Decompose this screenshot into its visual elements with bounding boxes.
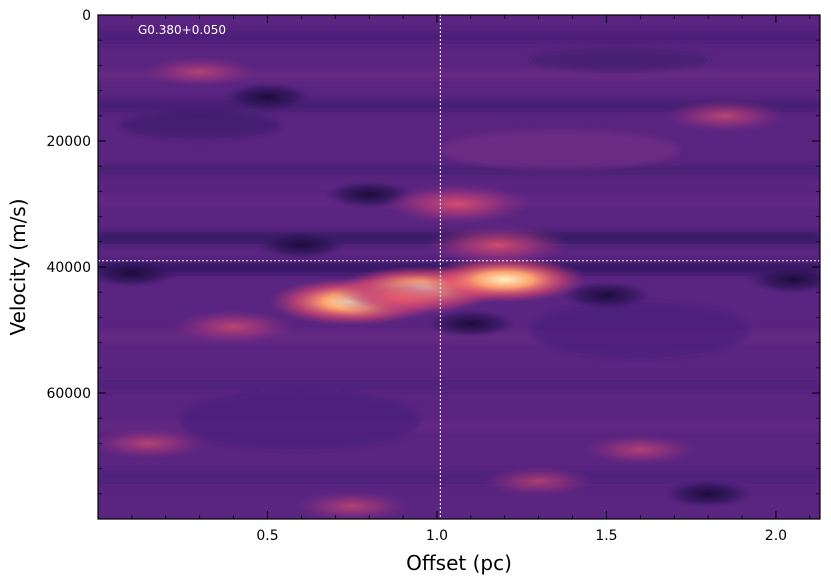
plot-area: [98, 15, 820, 519]
absorption-feature: [747, 265, 820, 294]
absorption-feature: [98, 259, 177, 288]
emission-peak: [331, 278, 475, 319]
x-tick-label: 1.0: [426, 528, 448, 544]
x-tick-label: 1.5: [595, 528, 617, 544]
minor-ticks: [98, 15, 820, 519]
x-axis-label: Offset (pc): [406, 551, 512, 575]
absorption-feature: [663, 479, 754, 508]
emission-peak: [425, 224, 571, 266]
absorption-feature: [256, 230, 347, 259]
absorption-feature: [425, 309, 516, 338]
y-tick-label: 60000: [46, 386, 91, 402]
x-tick-label: 0.5: [256, 528, 278, 544]
source-annotation: G0.380+0.050: [138, 23, 226, 37]
emission-peak: [663, 99, 787, 133]
emission-peak: [482, 466, 595, 497]
emission-peak: [383, 183, 532, 225]
y-axis-label: Velocity (m/s): [6, 198, 30, 335]
emission-peak: [171, 309, 297, 344]
crosshair: [98, 15, 820, 519]
absorption-feature: [222, 82, 313, 111]
x-axis: 0.5 1.0 1.5 2.0: [256, 15, 787, 544]
y-axis: 0 20000 40000 60000: [46, 8, 820, 402]
emission-peak: [294, 490, 411, 519]
emission-peak: [142, 56, 257, 88]
emission-peak: [98, 427, 208, 460]
y-tick-label: 40000: [46, 260, 91, 276]
x-tick-label: 2.0: [765, 528, 787, 544]
emission-peak: [583, 434, 698, 466]
absorption-feature: [561, 281, 652, 310]
y-tick-label: 0: [82, 8, 91, 24]
emission-layer: [98, 56, 787, 519]
y-tick-label: 20000: [46, 134, 91, 150]
